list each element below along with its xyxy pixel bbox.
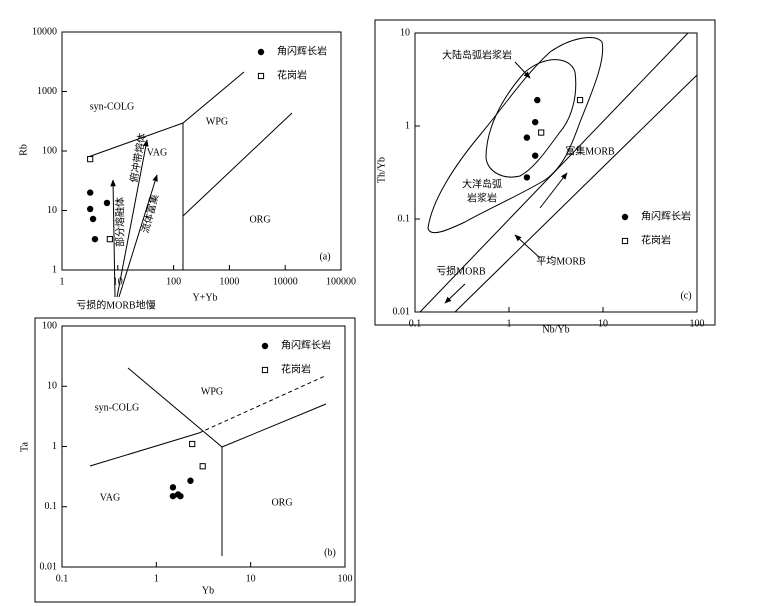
plot-frame [414,32,698,313]
legend-label: 角闪辉长岩 [281,338,331,351]
x-tick-label: 10 [113,276,123,287]
annotation: 岩浆岩 [467,191,497,204]
annotation: 流体富集 [138,193,161,235]
x-tick-label: 10000 [273,276,298,287]
data-point [177,492,184,500]
data-point [534,96,541,104]
legend-marker [261,366,269,374]
data-point [86,205,94,213]
y-tick-label: 10 [400,27,410,38]
legend-marker [621,213,629,221]
data-point [169,484,177,491]
y-tick-label: 1 [52,441,57,452]
data-point [523,174,531,181]
x-tick-label: 100 [338,573,353,584]
y-tick-label: 0.1 [398,213,411,224]
y-axis-title: Th/Yb [376,157,387,183]
boundaries-b [89,367,327,556]
annotation: 部分熔融体 [113,197,126,247]
data-point [187,477,194,484]
y-tick-label: 0.01 [40,561,58,572]
y-tick-label: 1 [52,264,57,275]
annotation: 俯冲带熔体 [127,132,148,183]
data-point [87,156,94,163]
panel-label: (b) [324,547,336,558]
y-tick-label: 1 [405,120,410,131]
plot-frame [61,325,346,568]
y-tick-label: 0.1 [45,501,58,512]
data-point [103,199,111,207]
data-point [532,118,539,126]
annotation: VAG [100,492,120,503]
boundaries-c [419,32,698,313]
annotation: 富集MORB [565,144,615,157]
data-point [538,129,545,136]
x-tick-label: 0.1 [409,318,422,329]
data-point [106,236,113,243]
y-tick-label: 10000 [32,26,57,37]
legend-label: 花岗岩 [281,362,311,375]
legend-marker [257,48,265,56]
annotation: ORG [271,497,292,508]
annotation: 亏损MORB [436,264,486,277]
data-point [189,440,196,448]
annotation: WPG [206,116,228,127]
y-tick-label: 10 [47,381,57,392]
data-point [532,152,539,159]
x-tick-label: 1 [507,318,512,329]
panel-frame [34,317,356,603]
y-tick-label: 100 [42,320,57,331]
panel-frame [374,19,716,326]
x-tick-label: 10 [246,573,256,584]
annotation: syn-COLG [95,402,139,413]
annotation: VAG [147,147,167,158]
annotation: syn-COLG [90,101,134,112]
x-axis-title: Y+Yb [192,292,217,303]
annotation: WPG [201,386,223,397]
boundaries-a [87,71,293,298]
y-axis-title: Ta [19,442,30,452]
legend-label: 花岗岩 [641,233,671,246]
data-point [576,96,584,104]
legend-label: 角闪辉长岩 [641,209,691,222]
data-point [86,189,94,196]
y-tick-label: 1000 [37,86,57,97]
x-tick-label: 10 [598,318,608,329]
x-tick-label: 0.1 [56,573,69,584]
annotation: 大洋岛弧 [462,177,502,190]
y-tick-label: 10 [47,205,57,216]
legend-marker [621,237,629,245]
data-point [89,215,97,223]
y-axis-title: Rb [18,144,29,156]
legend-marker [261,342,269,350]
annotation: 平均MORB [536,255,586,267]
x-tick-label: 100000 [326,276,356,287]
annotation: ORG [249,214,270,225]
x-axis-title: Yb [202,585,214,596]
data-point [199,463,206,470]
x-tick-label: 100 [690,318,705,329]
x-tick-label: 1000 [219,276,239,287]
annotation: 亏损的MORB地慢 [76,298,155,311]
data-point [169,492,177,500]
panel-label: (c) [680,290,691,301]
data-point [523,134,531,141]
x-tick-label: 1 [60,276,65,287]
legend-label: 角闪辉长岩 [277,44,327,57]
data-point [91,235,99,243]
y-tick-label: 0.01 [393,306,411,317]
y-tick-label: 100 [42,145,57,156]
x-tick-label: 1 [154,573,159,584]
panel-label: (a) [319,251,330,262]
x-axis-title: Nb/Yb [542,324,569,335]
legend-label: 花岗岩 [277,68,307,81]
x-tick-label: 100 [166,276,181,287]
annotation: 大陆岛弧岩浆岩 [442,48,512,61]
legend-marker [257,72,265,80]
